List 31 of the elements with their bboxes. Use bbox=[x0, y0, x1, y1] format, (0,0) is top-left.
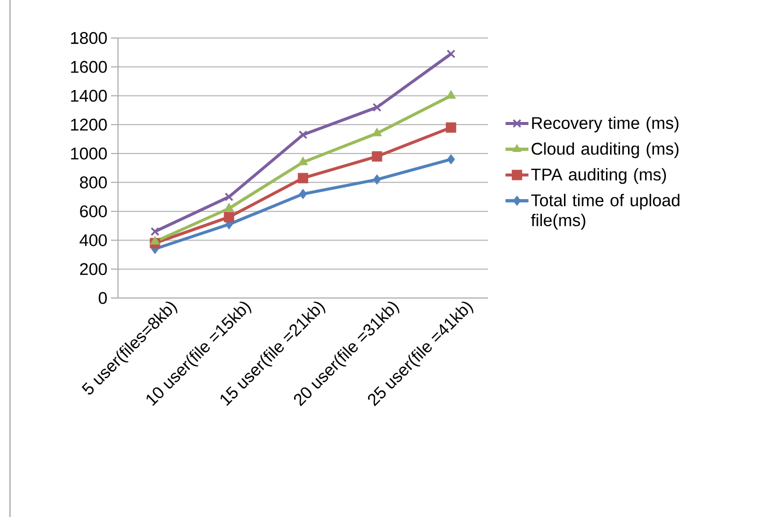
point bbox=[150, 236, 160, 245]
point bbox=[446, 122, 456, 133]
y-tick-label: 600 bbox=[80, 205, 107, 218]
y-tick-label: 1200 bbox=[71, 118, 107, 131]
point bbox=[298, 172, 308, 184]
point bbox=[372, 151, 382, 162]
y-tick-label: 400 bbox=[80, 234, 107, 246]
y-tick-label: 1600 bbox=[71, 60, 107, 73]
y-tick-label: 1400 bbox=[71, 90, 107, 102]
y-tick-label: 1800 bbox=[71, 32, 107, 44]
point bbox=[224, 202, 234, 212]
point bbox=[224, 212, 234, 222]
legend-label: TPA auditing (ms) bbox=[531, 168, 666, 184]
point bbox=[446, 90, 456, 99]
legend-label: Cloud auditing (ms) bbox=[532, 142, 678, 158]
point bbox=[447, 154, 455, 164]
point bbox=[372, 102, 382, 112]
point bbox=[298, 130, 308, 140]
y-tick-label: 1000 bbox=[71, 148, 107, 160]
point bbox=[373, 174, 381, 185]
y-tick-label: 800 bbox=[80, 176, 107, 188]
point bbox=[299, 188, 307, 200]
point bbox=[298, 156, 308, 166]
legend-label: Recovery time (ms) bbox=[532, 116, 678, 132]
point bbox=[150, 227, 160, 236]
point bbox=[446, 49, 456, 58]
point bbox=[224, 192, 234, 202]
y-tick-label: 0 bbox=[98, 292, 107, 304]
legend-label: Total time of upload file(ms) bbox=[531, 194, 680, 230]
point bbox=[372, 128, 382, 136]
y-tick-label: 200 bbox=[80, 263, 107, 276]
